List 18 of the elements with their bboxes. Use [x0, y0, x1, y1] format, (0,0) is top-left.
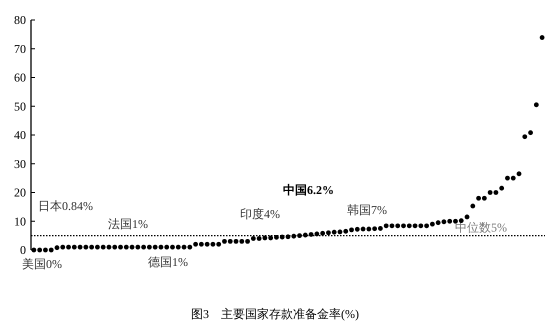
text: 图3 主要国家存款准备金率(%)	[191, 307, 359, 321]
annotation: 韩国7%	[347, 203, 387, 217]
ref-line-label: 中位数5%	[455, 220, 507, 235]
y-tick-label: 50	[14, 99, 26, 114]
text: 美国0%	[22, 257, 62, 271]
annotation: 日本0.84%	[38, 199, 93, 213]
y-tick-label: 10	[14, 214, 26, 228]
y-tick-label: 70	[14, 42, 26, 56]
y-tick-label: 80	[14, 13, 26, 28]
annotation: 印度4%	[240, 207, 280, 221]
y-tick-label: 30	[14, 156, 26, 171]
annotation: 中国6.2%	[283, 183, 334, 197]
annotation: 法国1%	[108, 217, 148, 231]
y-tick-label: 0	[20, 243, 26, 258]
y-tick-label: 40	[14, 128, 26, 142]
text: 德国1%	[148, 255, 188, 269]
y-tick-label: 60	[14, 70, 26, 85]
y-tick-label: 20	[14, 186, 26, 200]
